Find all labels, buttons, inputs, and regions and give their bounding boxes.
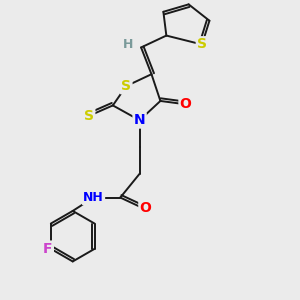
Text: NH: NH xyxy=(83,191,104,204)
Text: S: S xyxy=(84,109,94,123)
Text: N: N xyxy=(134,113,146,127)
Text: S: S xyxy=(121,79,131,93)
Text: F: F xyxy=(43,242,52,256)
Text: H: H xyxy=(122,38,133,51)
Text: S: S xyxy=(197,38,207,52)
Text: O: O xyxy=(140,201,152,215)
Text: O: O xyxy=(180,97,192,111)
